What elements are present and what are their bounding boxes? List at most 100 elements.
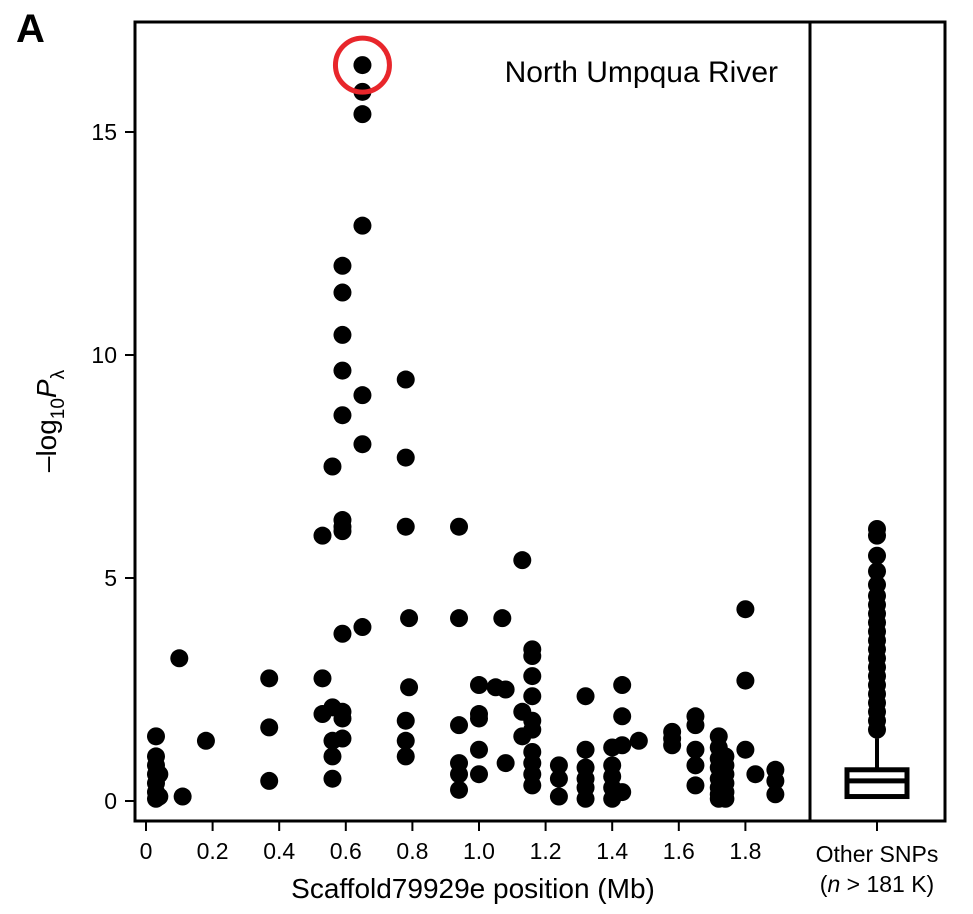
snp-point <box>450 517 469 536</box>
snp-point <box>313 526 332 545</box>
snp-point <box>323 457 342 476</box>
y-axis-label: –log10Pλ <box>31 369 69 472</box>
inset-boxplot <box>844 519 910 800</box>
inset-label-line2: (n > 181 K) <box>820 871 934 897</box>
snp-point <box>686 740 705 759</box>
snp-point <box>523 776 542 795</box>
snp-point <box>313 669 332 688</box>
snp-point <box>146 727 165 746</box>
x-axis-label: Scaffold79929e position (Mb) <box>291 873 655 904</box>
snp-point <box>576 687 595 706</box>
inset-outlier <box>868 526 886 545</box>
snp-point <box>173 787 192 806</box>
snp-point <box>613 676 632 695</box>
snp-point <box>150 765 169 784</box>
snp-point <box>450 716 469 735</box>
x-tick-label: 1.4 <box>596 838 628 864</box>
snp-point <box>323 769 342 788</box>
snp-point <box>396 517 415 536</box>
x-tick-label: 0.8 <box>396 838 428 864</box>
x-tick-label: 0.6 <box>330 838 362 864</box>
snp-point <box>353 56 372 75</box>
snp-point <box>396 448 415 467</box>
snp-point <box>333 361 352 380</box>
snp-point <box>333 624 352 643</box>
snp-point <box>450 609 469 628</box>
snp-point <box>523 647 542 666</box>
snp-point <box>353 618 372 637</box>
snp-point <box>170 649 189 668</box>
snp-point <box>686 776 705 795</box>
snp-point <box>663 736 682 755</box>
snp-point <box>353 105 372 124</box>
snp-point <box>400 609 419 628</box>
snp-point <box>396 731 415 750</box>
snp-point <box>766 785 785 804</box>
data-points <box>146 35 785 808</box>
snp-point <box>549 787 568 806</box>
snp-point <box>333 522 352 541</box>
snp-point <box>613 707 632 726</box>
y-tick-label: 10 <box>91 342 117 368</box>
inset-label-line1: Other SNPs <box>816 841 939 867</box>
snp-point <box>576 789 595 808</box>
snp-point <box>629 731 648 750</box>
snp-point <box>716 789 735 808</box>
snp-point <box>736 600 755 619</box>
snp-point <box>260 669 279 688</box>
snp-point <box>523 667 542 686</box>
snp-point <box>493 609 512 628</box>
snp-point <box>736 671 755 690</box>
snp-point <box>396 711 415 730</box>
snp-point <box>736 740 755 759</box>
snp-point <box>470 765 488 784</box>
snp-point <box>613 736 632 755</box>
snp-point <box>450 780 469 799</box>
y-tick-label: 5 <box>104 565 117 591</box>
main-plot-frame <box>133 20 812 823</box>
snp-point <box>150 787 169 806</box>
y-axis-ticks: 0 5 10 15 <box>91 119 135 814</box>
x-tick-label: 1.0 <box>463 838 495 864</box>
snp-point <box>686 756 705 775</box>
snp-point <box>496 754 515 773</box>
snp-point <box>333 729 352 748</box>
x-tick-label: 1.8 <box>729 838 761 864</box>
x-axis-ticks: 0 0.2 0.4 0.6 0.8 1.0 1.2 1.4 1.6 1.8 <box>140 821 878 864</box>
snp-point <box>333 325 352 344</box>
snp-point <box>333 283 352 302</box>
snp-point <box>333 256 352 275</box>
snp-point <box>323 747 342 766</box>
snp-point <box>353 216 372 235</box>
snp-point <box>333 709 352 728</box>
x-tick-label: 0 <box>140 838 153 864</box>
snp-point <box>549 769 568 788</box>
snp-point <box>260 718 279 737</box>
snp-point <box>260 771 279 790</box>
snp-point <box>470 676 488 695</box>
panel-letter: A <box>16 7 45 51</box>
snp-point <box>549 756 568 775</box>
snp-point <box>523 687 542 706</box>
snp-point <box>686 716 705 735</box>
snp-point <box>513 551 532 570</box>
snp-point <box>496 680 515 699</box>
inset-outlier <box>868 720 886 739</box>
highlight-circle <box>332 35 392 95</box>
snp-point <box>396 747 415 766</box>
x-tick-label: 1.2 <box>530 838 562 864</box>
snp-point <box>576 740 595 759</box>
x-tick-label: 0.4 <box>263 838 295 864</box>
snp-point <box>470 740 488 759</box>
snp-point <box>613 783 632 802</box>
panel-annotation: North Umpqua River <box>505 56 778 89</box>
snp-point <box>746 765 765 784</box>
snp-point <box>400 678 419 697</box>
y-tick-label: 0 <box>104 788 117 814</box>
y-tick-label: 15 <box>91 119 117 145</box>
x-tick-label: 1.6 <box>663 838 695 864</box>
snp-point <box>523 720 542 739</box>
snp-point <box>196 731 215 750</box>
x-tick-label: 0.2 <box>197 838 229 864</box>
